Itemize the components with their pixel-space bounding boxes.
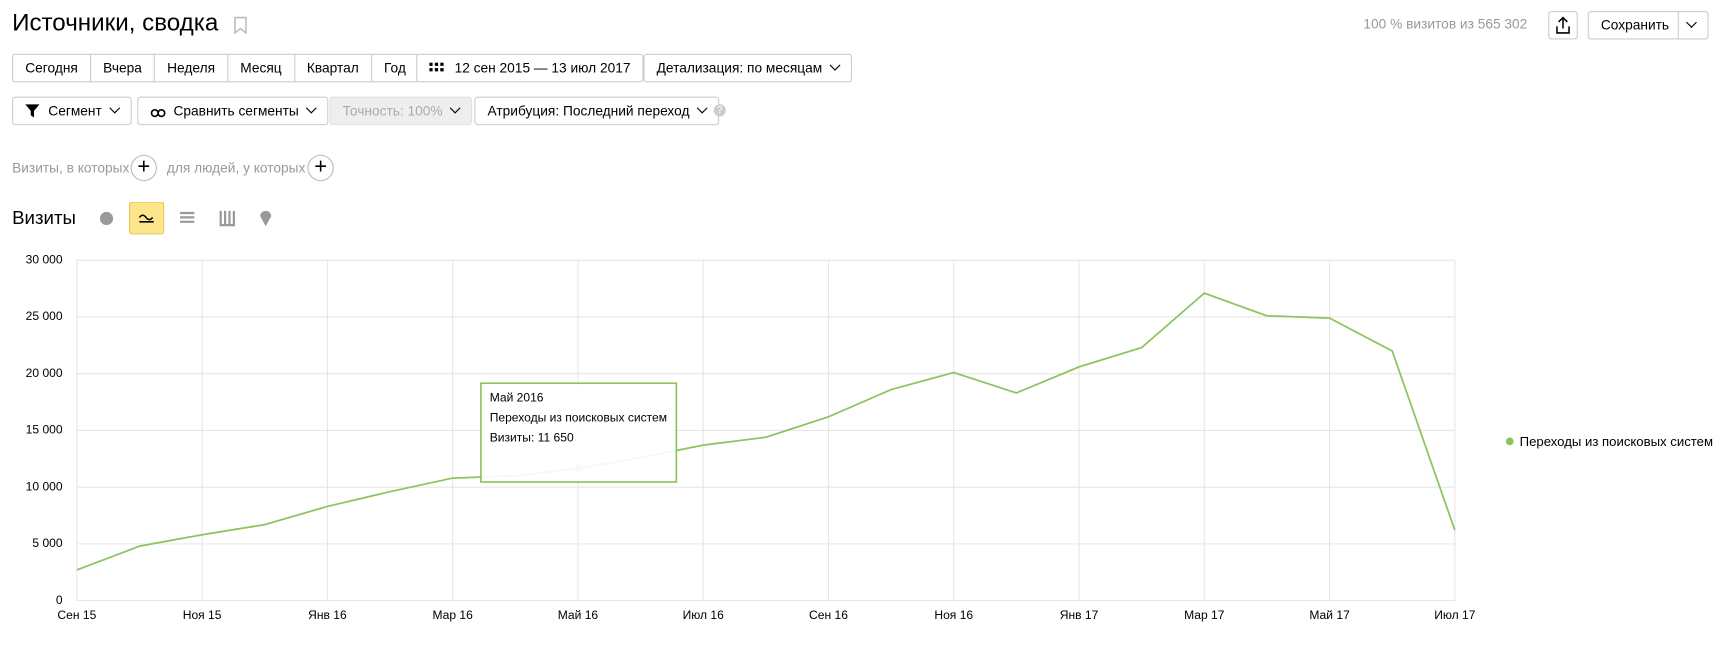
bookmark-icon[interactable]: [234, 16, 247, 35]
x-tick-label: Мар 17: [1184, 608, 1225, 622]
period-button[interactable]: Сегодня: [13, 54, 92, 82]
y-tick-label: 0: [56, 593, 63, 607]
x-tick-label: Сен 15: [57, 608, 96, 622]
period-button[interactable]: Вчера: [91, 54, 156, 82]
y-tick-label: 25 000: [26, 309, 63, 323]
compare-button[interactable]: Сравнить сегменты: [137, 96, 329, 126]
x-tick-label: Июл 16: [683, 608, 725, 622]
accuracy-label: Точность: 100%: [342, 103, 443, 119]
page-title: Источники, сводка: [12, 8, 219, 37]
x-tick-label: Янв 16: [308, 608, 347, 622]
y-tick-label: 20 000: [26, 366, 63, 380]
share-button[interactable]: [1548, 10, 1578, 40]
add-people-filter[interactable]: +: [307, 154, 334, 182]
attribution-select[interactable]: Атрибуция: Последний переход: [474, 96, 720, 126]
period-button[interactable]: Квартал: [295, 54, 372, 82]
save-menu[interactable]: [1677, 12, 1710, 39]
x-tick-label: Ноя 16: [934, 608, 973, 622]
detail-label: Детализация: по месяцам: [656, 60, 823, 76]
area-icon[interactable]: [180, 211, 195, 223]
tooltip-text: Визиты: 11 650: [490, 430, 574, 444]
tooltip-box: [480, 382, 678, 483]
y-tick-label: 5 000: [32, 536, 62, 550]
attribution-label: Атрибуция: Последний переход: [487, 103, 690, 119]
filter-visits: Визиты, в которых: [12, 160, 130, 176]
x-tick-label: Июл 17: [1434, 608, 1476, 622]
x-tick-label: Мар 16: [432, 608, 473, 622]
tooltip-text: Май 2016: [490, 391, 544, 405]
y-tick-label: 15 000: [26, 423, 63, 437]
save-button[interactable]: Сохранить: [1587, 10, 1710, 40]
x-tick-label: Ноя 15: [183, 608, 222, 622]
date-range[interactable]: 12 сен 2015 — 13 июл 2017: [416, 53, 644, 83]
period-group: Сегодня Вчера Неделя Месяц Квартал Год: [12, 53, 420, 83]
period-button[interactable]: Год: [384, 60, 406, 76]
tooltip-text: Переходы из поисковых систем: [490, 411, 667, 425]
legend-label: Переходы из поисковых систем: [1520, 434, 1713, 449]
map-icon[interactable]: [260, 210, 272, 227]
segment-label: Сегмент: [48, 103, 102, 119]
detail-select[interactable]: Детализация: по месяцам: [643, 53, 852, 83]
segment-button[interactable]: Сегмент: [12, 96, 132, 126]
compare-label: Сравнить сегменты: [173, 103, 299, 119]
x-tick-label: Май 16: [558, 608, 599, 622]
legend-marker: [1505, 437, 1514, 446]
add-visit-filter[interactable]: +: [130, 154, 158, 182]
period-button[interactable]: Неделя: [155, 54, 229, 82]
x-tick-label: Янв 17: [1060, 608, 1099, 622]
bar-icon[interactable]: [219, 210, 235, 227]
filter-people: для людей, у которых: [166, 160, 306, 176]
x-tick-label: Май 17: [1309, 608, 1350, 622]
accuracy-select: Точность: 100%: [329, 96, 473, 126]
help-icon[interactable]: ?: [713, 104, 726, 117]
line-icon: [138, 214, 154, 223]
pie-icon[interactable]: [99, 211, 114, 226]
x-tick-label: Сен 16: [809, 608, 848, 622]
period-button[interactable]: Месяц: [228, 54, 295, 82]
save-label: Сохранить: [1600, 17, 1670, 33]
chart-type-switch: [99, 202, 272, 235]
chart: 0 5 000 10 000 15 000 20 000 25 000 30 000 Сен …: [26, 252, 1713, 622]
visits-info: 100 % визитов из 565 302: [1363, 16, 1528, 32]
y-tick-label: 30 000: [26, 252, 63, 266]
series-line: [76, 292, 1456, 571]
y-tick-label: 10 000: [26, 479, 63, 493]
date-range-label: 12 сен 2015 — 13 июл 2017: [454, 60, 631, 76]
metric-title: Визиты: [12, 207, 76, 229]
